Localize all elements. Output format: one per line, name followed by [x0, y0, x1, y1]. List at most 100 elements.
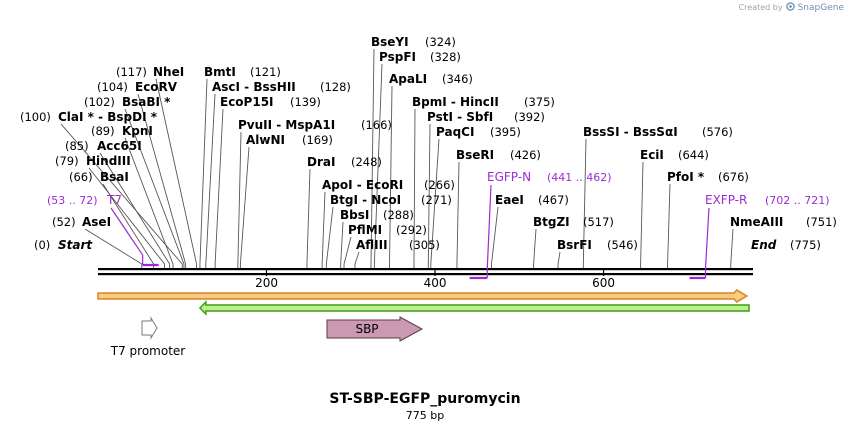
site-connector-line [582, 138, 587, 268]
site-position: (328) [430, 50, 461, 64]
site-label[interactable]: AscI - BssHII [212, 80, 296, 94]
site-connector-line [214, 108, 224, 268]
feature-t7-promoter[interactable]: T7 promoter [110, 316, 186, 358]
site-position: (79) [55, 154, 79, 168]
site-position: (52) [52, 215, 76, 229]
site-label[interactable]: AflIII [356, 238, 388, 252]
snapgene-logo-icon [785, 2, 795, 13]
primer-label[interactable]: EXFP-R [705, 193, 747, 207]
site-label[interactable]: PspFI [379, 50, 416, 64]
site-position: (676) [718, 170, 749, 184]
backbone-bottom-strand [98, 273, 753, 276]
site-connector-line [321, 191, 326, 268]
site-connector-line [88, 167, 166, 268]
site-label[interactable]: PvuII - MspA1I [238, 118, 335, 132]
site-label[interactable]: BsaBI * [122, 95, 171, 109]
site-position: (271) [421, 193, 452, 207]
site-label[interactable]: BtgI - NcoI [330, 193, 401, 207]
site-label[interactable]: BssSI - BssSαI [583, 125, 678, 139]
sbp-label: SBP [355, 322, 378, 336]
t7-promoter-arrow[interactable] [141, 316, 158, 340]
site-label[interactable]: BsrFI [557, 238, 592, 252]
site-position: (392) [514, 110, 545, 124]
site-position: (395) [490, 125, 521, 139]
feature-sbp[interactable]: SBP [326, 316, 424, 342]
site-connector-line [137, 93, 187, 268]
site-connector-line [389, 85, 393, 268]
site-label[interactable]: BseRI [456, 148, 494, 162]
orf-forward [97, 289, 749, 303]
site-connector-line [99, 152, 171, 268]
site-position: (117) [116, 65, 147, 79]
site-label[interactable]: NheI [153, 65, 184, 79]
site-position: (166) [361, 118, 392, 132]
primer-connector [110, 207, 144, 265]
site-label[interactable]: BseYI [371, 35, 409, 49]
site-connector-line [155, 78, 198, 268]
site-label[interactable]: EaeI [495, 193, 524, 207]
site-position: (751) [806, 215, 837, 229]
orf-reverse-arrow [198, 300, 750, 316]
site-connector-line [730, 228, 734, 268]
site-label[interactable]: PstI - SbfI [427, 110, 493, 124]
site-position: (517) [583, 215, 614, 229]
site-connector-line [533, 228, 537, 268]
site-label[interactable]: PaqCI [436, 125, 474, 139]
site-connector-line [427, 123, 431, 268]
site-label[interactable]: Start [58, 238, 93, 252]
site-connector-line [373, 63, 383, 268]
site-label[interactable]: BbsI [340, 208, 369, 222]
site-label[interactable]: KpnI [122, 124, 153, 138]
site-position: (89) [91, 124, 115, 138]
t7-promoter-label: T7 promoter [110, 344, 186, 358]
primers [110, 184, 710, 280]
site-connector-line [124, 108, 185, 268]
site-label[interactable]: ApaLI [389, 72, 427, 86]
site-label[interactable]: BtgZI [533, 215, 570, 229]
site-label[interactable]: AseI [82, 215, 111, 229]
site-label[interactable]: HindIII [86, 154, 131, 168]
site-label[interactable]: DraI [307, 155, 335, 169]
site-connector-line [205, 93, 216, 268]
primer-label[interactable]: EGFP-N [487, 170, 531, 184]
site-position: (644) [678, 148, 709, 162]
site-position: (66) [69, 170, 93, 184]
site-connector-line [340, 221, 344, 268]
tick-label: 200 [255, 276, 278, 290]
site-position: (104) [97, 80, 128, 94]
site-label[interactable]: PflMI [348, 223, 382, 237]
site-label[interactable]: End [751, 238, 777, 252]
primer-label[interactable]: T7 [106, 193, 122, 207]
site-position: (288) [383, 208, 414, 222]
site-label[interactable]: EciI [640, 148, 664, 162]
site-label[interactable]: PfoI * [667, 170, 705, 184]
sbp-arrow[interactable] [326, 316, 424, 342]
site-connector-line [325, 206, 334, 268]
site-label[interactable]: NmeAIII [730, 215, 783, 229]
site-label[interactable]: ClaI * - BspDI * [58, 110, 158, 124]
site-position: (546) [607, 238, 638, 252]
site-connector-line [60, 123, 183, 268]
site-connector-line [237, 131, 242, 268]
primer-connector [704, 207, 710, 278]
site-label[interactable]: AlwNI [246, 133, 285, 147]
site-label[interactable]: BsaI [100, 170, 129, 184]
site-position: (0) [34, 238, 50, 252]
tick-label: 600 [592, 276, 615, 290]
site-label[interactable]: BmtI [204, 65, 236, 79]
primer-labels: (53 .. 72) T7 EGFP-N (441 .. 462) EXFP-R… [47, 170, 830, 207]
site-label[interactable]: Acc65I [97, 139, 142, 153]
site-connector-line [354, 251, 360, 268]
site-position: (467) [538, 193, 569, 207]
orf-reverse [198, 300, 750, 316]
site-position: (266) [424, 178, 455, 192]
tick-label: 400 [424, 276, 447, 290]
primer-range: (441 .. 462) [547, 171, 612, 184]
site-label[interactable]: BpmI - HincII [412, 95, 499, 109]
site-position: (85) [65, 139, 89, 153]
site-position: (128) [320, 80, 351, 94]
restriction-site-labels: (0) Start (52) AseI (66) BsaI (79) HindI… [20, 35, 837, 252]
site-label[interactable]: ApoI - EcoRI [322, 178, 403, 192]
site-label[interactable]: EcoP15I [220, 95, 274, 109]
site-label[interactable]: EcoRV [135, 80, 178, 94]
